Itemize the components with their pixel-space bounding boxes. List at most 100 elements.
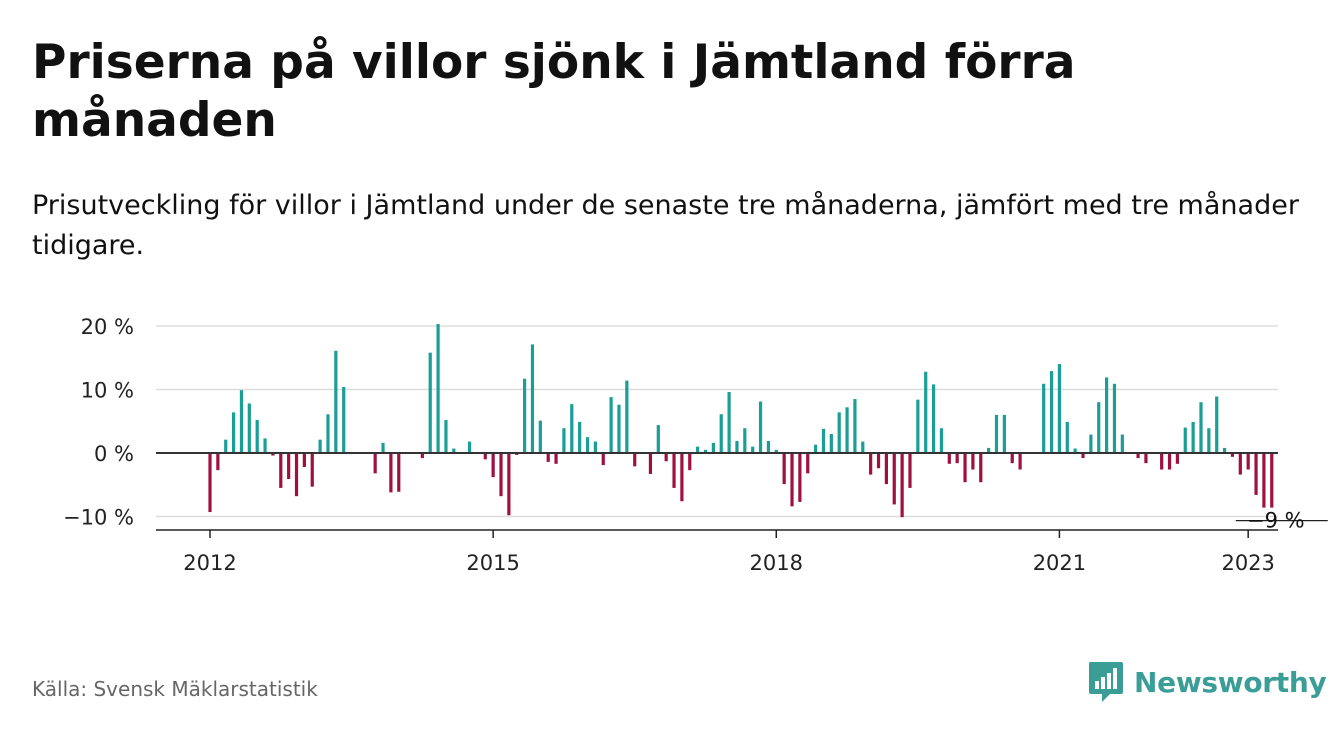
y-tick-label: −10 % xyxy=(63,506,134,530)
bar xyxy=(782,453,786,485)
bar xyxy=(963,453,967,483)
y-tick-label: 0 % xyxy=(94,442,134,466)
y-axis: 20 % 10 % 0 % −10 % xyxy=(63,315,134,530)
bar xyxy=(837,412,841,453)
bar xyxy=(389,453,393,493)
bar xyxy=(908,453,912,488)
bar xyxy=(1073,448,1077,453)
bar xyxy=(766,440,771,453)
bar xyxy=(373,453,377,474)
bar xyxy=(672,453,676,488)
brand-name: Newsworthy xyxy=(1134,665,1327,699)
bar xyxy=(931,384,936,453)
bar xyxy=(239,390,244,453)
chart-subtitle: Prisutveckling för villor i Jämtland und… xyxy=(32,190,1299,261)
bar xyxy=(546,453,550,462)
bar xyxy=(719,414,723,453)
y-tick-label: 20 % xyxy=(81,315,134,339)
bar xyxy=(452,448,456,453)
last-value-label: −9 % xyxy=(1247,509,1305,533)
bar xyxy=(814,444,818,453)
bar xyxy=(751,446,755,453)
bar xyxy=(216,453,220,471)
source-note: Källa: Svensk Mäklarstatistik xyxy=(32,677,318,701)
bar xyxy=(971,453,975,470)
bar xyxy=(1246,453,1250,470)
bar xyxy=(467,441,472,453)
bar xyxy=(381,442,385,453)
bar xyxy=(1230,453,1235,457)
bar xyxy=(294,453,299,497)
bar xyxy=(869,453,873,475)
bar xyxy=(947,453,951,464)
bar xyxy=(601,453,605,466)
bar xyxy=(735,440,739,453)
bar xyxy=(562,428,566,453)
bar xyxy=(1010,453,1014,464)
bar xyxy=(1199,402,1203,453)
bar xyxy=(523,378,527,453)
x-tick-label: 2015 xyxy=(466,551,519,575)
bar xyxy=(1160,453,1164,470)
bar xyxy=(1065,421,1069,453)
bar xyxy=(271,453,275,456)
bar xyxy=(1262,453,1266,508)
bar-chart: 20 % 10 % 0 % −10 % 2012 2015 2018 2021 2023 −9… xyxy=(63,315,1328,575)
bar xyxy=(1089,434,1093,453)
bar xyxy=(1167,453,1172,470)
bars xyxy=(208,324,1274,518)
bar xyxy=(955,453,959,464)
bar xyxy=(585,437,590,453)
last-value-annotation: −9 % xyxy=(1235,509,1328,533)
bar xyxy=(845,407,849,453)
bar xyxy=(994,414,999,453)
bar xyxy=(554,453,558,464)
bar xyxy=(530,344,535,453)
bar xyxy=(609,397,613,453)
bar xyxy=(436,324,440,453)
x-tick-label: 2023 xyxy=(1221,551,1274,575)
bar xyxy=(1183,427,1187,453)
bar xyxy=(1120,434,1124,453)
bar xyxy=(656,425,660,453)
bar xyxy=(326,414,330,453)
bar xyxy=(420,453,424,459)
bar xyxy=(1002,414,1006,453)
bar xyxy=(287,453,291,480)
gridlines xyxy=(156,325,1278,518)
bar xyxy=(1136,453,1140,459)
bar xyxy=(1081,453,1085,459)
bar xyxy=(397,453,401,492)
bar xyxy=(711,442,715,453)
bar xyxy=(1254,453,1258,495)
bar xyxy=(900,453,904,518)
newsworthy-logo-icon xyxy=(1089,662,1123,702)
bar xyxy=(208,453,212,513)
bar xyxy=(483,453,487,460)
bar xyxy=(703,449,708,453)
x-tick-label: 2021 xyxy=(1033,551,1086,575)
x-tick-label: 2012 xyxy=(183,551,236,575)
bar xyxy=(743,428,747,453)
bar xyxy=(625,380,629,453)
bar xyxy=(507,453,511,516)
bar xyxy=(916,399,920,453)
bar xyxy=(1042,383,1046,453)
bar xyxy=(861,441,865,453)
bar xyxy=(1018,453,1022,470)
bar xyxy=(491,453,495,478)
bar xyxy=(1057,364,1062,453)
bar xyxy=(979,453,983,483)
bar xyxy=(578,421,582,453)
bar xyxy=(774,449,778,453)
bar xyxy=(224,439,228,453)
bar xyxy=(829,433,833,453)
bar xyxy=(617,404,621,453)
bar xyxy=(570,404,574,453)
bar xyxy=(664,453,668,462)
bar xyxy=(1215,396,1219,453)
bar xyxy=(444,419,448,453)
bar xyxy=(806,453,810,474)
bar xyxy=(1105,377,1109,453)
bar xyxy=(263,438,267,453)
